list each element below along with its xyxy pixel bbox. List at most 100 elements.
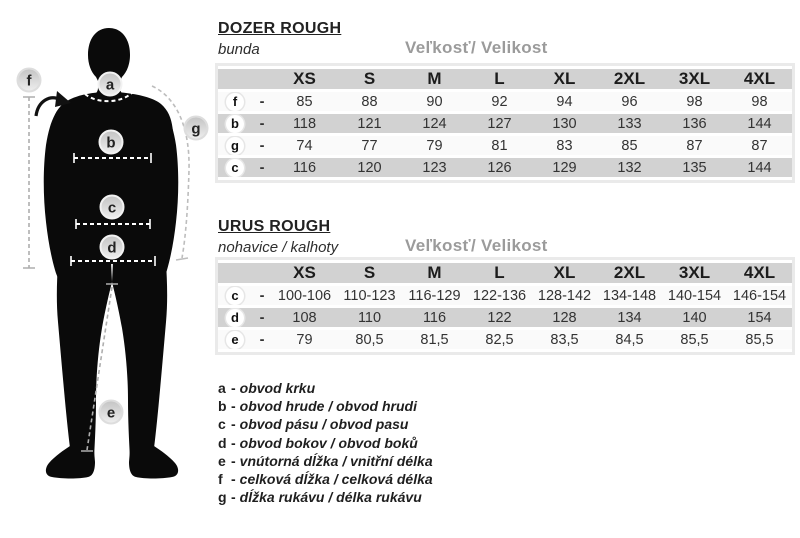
figure-badge-a-label: a	[106, 77, 115, 94]
measurement-value: 87	[727, 136, 792, 155]
measurement-value: 85	[272, 92, 337, 111]
measurement-row-e: e -79 80,5 81,5 82,5 83,5 84,5 85,5 85,5	[218, 330, 792, 349]
trousers-table-title: URUS ROUGH	[218, 218, 331, 235]
figure-badge-f-label: f	[27, 73, 33, 90]
figure-badge-b-label: b	[106, 135, 115, 152]
measurement-value: 116-129	[402, 286, 467, 305]
size-column-header: M	[402, 69, 467, 89]
row-dash: -	[252, 308, 272, 327]
legend-dash: -	[231, 471, 236, 488]
measurement-value: 96	[597, 92, 662, 111]
jacket-size-table: XS S M L XL 2XL 3XL 4XL f -85 88 90 92 94 96 98 98 b -118 1…	[215, 63, 795, 183]
measurement-value: 77	[337, 136, 402, 155]
trousers-size-table: XS S M L XL 2XL 3XL 4XL c -100-106 110-123 116-129 1…	[215, 257, 795, 355]
row-dash: -	[252, 330, 272, 349]
legend-text: obvod hrude / obvod hrudi	[239, 398, 417, 415]
row-letter-cell: c	[218, 158, 252, 177]
row-letter-badge: g	[226, 136, 244, 155]
jacket-table-subtitle: bunda	[218, 41, 260, 58]
measurement-row-g: g -74 77 79 81 83 85 87 87	[218, 136, 792, 155]
legend-text: obvod krku	[239, 380, 316, 396]
measurement-value: 87	[662, 136, 727, 155]
measurement-value: 83,5	[532, 330, 597, 349]
row-letter-cell: b	[218, 114, 252, 133]
measurement-value: 98	[662, 92, 727, 111]
measurement-value: 128-142	[532, 286, 597, 305]
measurement-value: 94	[532, 92, 597, 111]
measurement-value: 144	[727, 158, 792, 177]
size-column-header: S	[337, 69, 402, 89]
size-column-header: XS	[272, 69, 337, 89]
body-measurement-figure: f a g b c d e	[0, 0, 215, 533]
measurement-value: 98	[727, 92, 792, 111]
row-letter-badge: e	[226, 330, 244, 349]
measurement-value: 81	[467, 136, 532, 155]
row-dash: -	[252, 286, 272, 305]
header-spacer-cell	[218, 69, 252, 89]
sleeve-length-line	[151, 85, 190, 259]
row-dash: -	[252, 92, 272, 111]
measurement-value: 81,5	[402, 330, 467, 349]
legend-letter: e	[218, 452, 226, 469]
measurement-value: 88	[337, 92, 402, 111]
figure-badge-d: d	[99, 234, 125, 260]
measurement-value: 132	[597, 158, 662, 177]
figure-badge-a: a	[97, 71, 123, 97]
measurement-value: 84,5	[597, 330, 662, 349]
legend-letter: a	[218, 380, 226, 396]
header-spacer-cell	[252, 263, 272, 283]
measurement-value: 134-148	[597, 286, 662, 305]
legend-text: obvod bokov / obvod boků	[239, 434, 418, 451]
measurement-value: 110-123	[337, 286, 402, 305]
measurement-row-c: c -100-106 110-123 116-129 122-136 128-142 134…	[218, 286, 792, 305]
legend-dash: -	[231, 416, 236, 433]
measurement-value: 130	[532, 114, 597, 133]
measurement-value: 118	[272, 114, 337, 133]
legend-dash: -	[231, 380, 236, 396]
measurement-value: 122-136	[467, 286, 532, 305]
measurement-value: 154	[727, 308, 792, 327]
legend-dash: -	[231, 452, 236, 469]
row-letter-cell: e	[218, 330, 252, 349]
measurement-value: 85,5	[662, 330, 727, 349]
measurement-value: 116	[272, 158, 337, 177]
measurement-value: 134	[597, 308, 662, 327]
legend-item-g: g - dĺžka rukávu / délka rukávu	[218, 488, 433, 506]
row-letter-badge: f	[226, 92, 244, 111]
figure-badge-c: c	[99, 194, 125, 220]
shoulder-arrow-head	[55, 91, 71, 107]
measurement-value: 136	[662, 114, 727, 133]
size-column-header: XS	[272, 263, 337, 283]
figure-badge-d-label: d	[107, 240, 116, 257]
measurement-value: 82,5	[467, 330, 532, 349]
measurement-value: 126	[467, 158, 532, 177]
measurement-value: 144	[727, 114, 792, 133]
figure-badge-g: g	[183, 115, 209, 141]
legend-item-d: d - obvod bokov / obvod boků	[218, 434, 433, 452]
measurement-value: 90	[402, 92, 467, 111]
figure-badge-f: f	[16, 67, 42, 93]
measurement-value: 140-154	[662, 286, 727, 305]
measurement-value: 128	[532, 308, 597, 327]
size-column-header: L	[467, 69, 532, 89]
figure-badges: f a g b c d e	[16, 67, 209, 425]
row-letter-badge: b	[226, 114, 244, 133]
legend-letter: f	[218, 471, 223, 488]
figure-badge-c-label: c	[108, 200, 116, 217]
size-column-header: 3XL	[662, 69, 727, 89]
measurement-value: 129	[532, 158, 597, 177]
row-dash: -	[252, 158, 272, 177]
measurement-value: 80,5	[337, 330, 402, 349]
measurement-value: 79	[402, 136, 467, 155]
measurement-value: 120	[337, 158, 402, 177]
measurement-value: 74	[272, 136, 337, 155]
size-column-header: 3XL	[662, 263, 727, 283]
legend-letter: b	[218, 398, 227, 415]
size-column-header: 4XL	[727, 69, 792, 89]
measurement-value: 135	[662, 158, 727, 177]
legend-item-b: b - obvod hrude / obvod hrudi	[218, 397, 433, 415]
measurement-value: 146-154	[727, 286, 792, 305]
row-letter-cell: f	[218, 92, 252, 111]
row-letter-cell: d	[218, 308, 252, 327]
size-column-header: M	[402, 263, 467, 283]
